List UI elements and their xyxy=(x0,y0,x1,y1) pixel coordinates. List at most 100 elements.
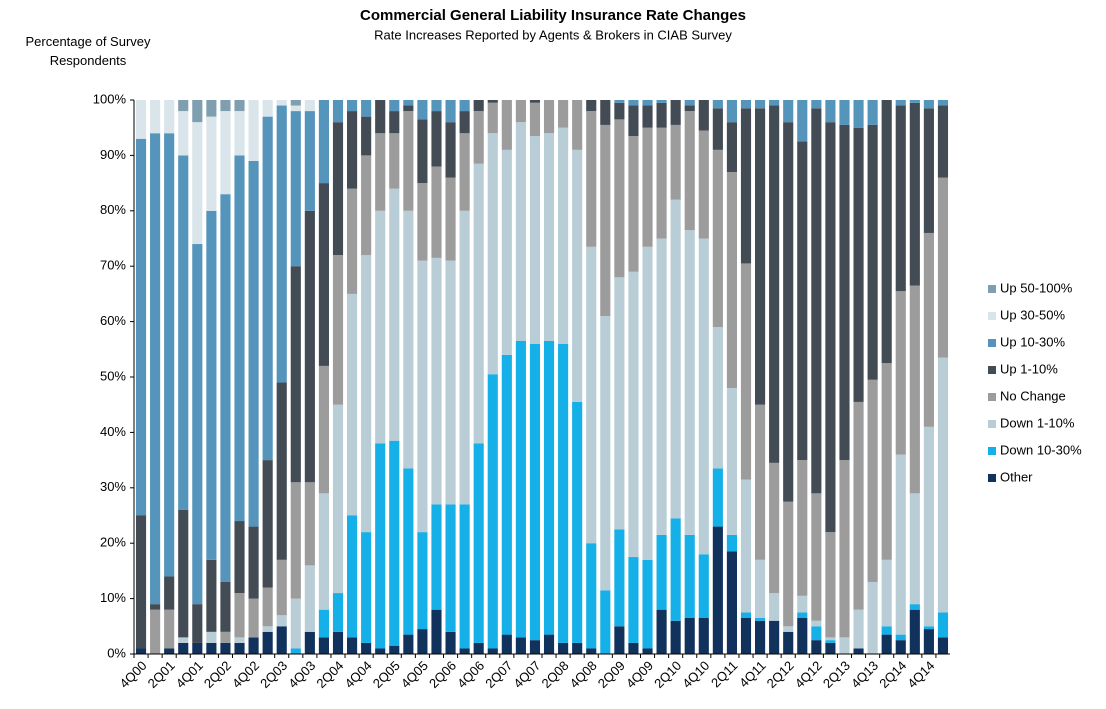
bar-segment xyxy=(487,133,498,375)
legend-label: Down 1-10% xyxy=(1000,415,1075,430)
bar-segment xyxy=(178,155,189,510)
bar-segment xyxy=(642,100,653,106)
bar-segment xyxy=(909,102,920,286)
legend-swatch xyxy=(988,339,996,347)
bar-segment xyxy=(220,642,231,654)
bar-segment xyxy=(487,102,498,134)
bar-segment xyxy=(628,642,639,654)
bar-segment xyxy=(515,122,526,341)
bar-segment xyxy=(318,100,329,184)
bar-segment xyxy=(740,479,752,613)
bar-segment xyxy=(698,554,709,618)
bar-segment xyxy=(262,587,273,627)
bar-segment xyxy=(248,637,259,654)
bar-segment xyxy=(712,108,723,150)
bar-segment xyxy=(726,551,737,654)
bar-segment xyxy=(811,620,822,627)
bar-segment xyxy=(276,615,287,627)
bar-segment xyxy=(755,100,766,109)
legend-label: Down 10-30% xyxy=(1000,442,1082,457)
bar-segment xyxy=(304,565,315,632)
bar-segment xyxy=(304,482,315,566)
x-tick-label: 2Q08 xyxy=(539,658,572,691)
bar-segment xyxy=(529,343,541,641)
x-tick-label: 2Q10 xyxy=(651,658,684,691)
bar-segment xyxy=(318,637,329,654)
bar-segment xyxy=(600,316,611,591)
legend-label: No Change xyxy=(1000,388,1066,403)
bar-segment xyxy=(164,100,175,134)
legend-swatch xyxy=(988,312,996,320)
y-tick-label: 10% xyxy=(100,590,126,605)
bar-segment xyxy=(881,626,892,635)
bar-segment xyxy=(403,468,414,635)
bar-segment xyxy=(473,100,484,112)
x-tick-label: 4Q02 xyxy=(229,658,262,691)
bar-segment xyxy=(276,100,287,106)
bar-segment xyxy=(656,534,667,610)
bar-segment xyxy=(853,100,864,128)
bar-segment xyxy=(431,111,442,167)
legend-swatch xyxy=(988,447,996,455)
bar-segment xyxy=(445,504,456,632)
bar-segment xyxy=(234,642,245,654)
bar-segment xyxy=(431,609,442,654)
bar-segment xyxy=(318,609,329,638)
bar-segment xyxy=(839,637,850,654)
bar-segment xyxy=(712,327,723,469)
bar-segment xyxy=(740,612,752,618)
bar-segment xyxy=(248,526,259,599)
bar-segment xyxy=(543,340,555,635)
bar-segment xyxy=(909,493,920,605)
bar-segment xyxy=(501,634,512,654)
bar-segment xyxy=(192,100,203,123)
bar-segment xyxy=(276,382,287,560)
bar-segment xyxy=(853,609,864,649)
bar-segment xyxy=(783,631,794,654)
bar-segment xyxy=(600,100,611,125)
y-tick-label: 40% xyxy=(100,424,126,439)
legend-swatch xyxy=(988,366,996,374)
bar-segment xyxy=(923,108,934,233)
x-tick-label: 4Q03 xyxy=(285,658,318,691)
bar-segment xyxy=(290,111,301,267)
bar-segment xyxy=(684,111,695,231)
bar-segment xyxy=(895,100,906,106)
bar-segment xyxy=(895,640,906,654)
bar-segment xyxy=(276,559,287,616)
bar-segment xyxy=(769,620,780,654)
bar-segment xyxy=(909,285,920,494)
bar-segment xyxy=(445,100,456,123)
bar-segment xyxy=(178,637,189,643)
bar-segment xyxy=(234,100,245,112)
bar-segment xyxy=(164,648,175,654)
bar-segment xyxy=(895,105,906,292)
bar-segment xyxy=(670,100,681,125)
bar-segment xyxy=(529,136,541,344)
bar-segment xyxy=(206,210,217,560)
legend-swatch xyxy=(988,420,996,428)
bar-segment xyxy=(586,111,597,247)
bar-segment xyxy=(178,111,189,156)
bar-segment xyxy=(909,604,920,610)
bar-segment xyxy=(332,631,344,654)
bar-segment xyxy=(642,559,653,649)
bar-segment xyxy=(473,642,484,654)
bar-segment xyxy=(853,648,864,654)
bar-segment xyxy=(361,100,372,117)
bar-segment xyxy=(515,100,526,123)
bar-segment xyxy=(234,637,245,643)
bar-segment xyxy=(698,617,709,654)
bar-segment xyxy=(150,100,161,134)
bar-segment xyxy=(853,127,864,402)
bar-segment xyxy=(332,593,344,632)
bar-segment xyxy=(712,526,723,654)
bar-segment xyxy=(937,357,949,613)
bar-segment xyxy=(262,631,273,654)
bar-segment xyxy=(937,105,949,178)
bar-segment xyxy=(192,244,203,605)
bar-segment xyxy=(656,102,667,128)
bar-segment xyxy=(304,100,315,112)
bar-segment xyxy=(332,100,344,123)
